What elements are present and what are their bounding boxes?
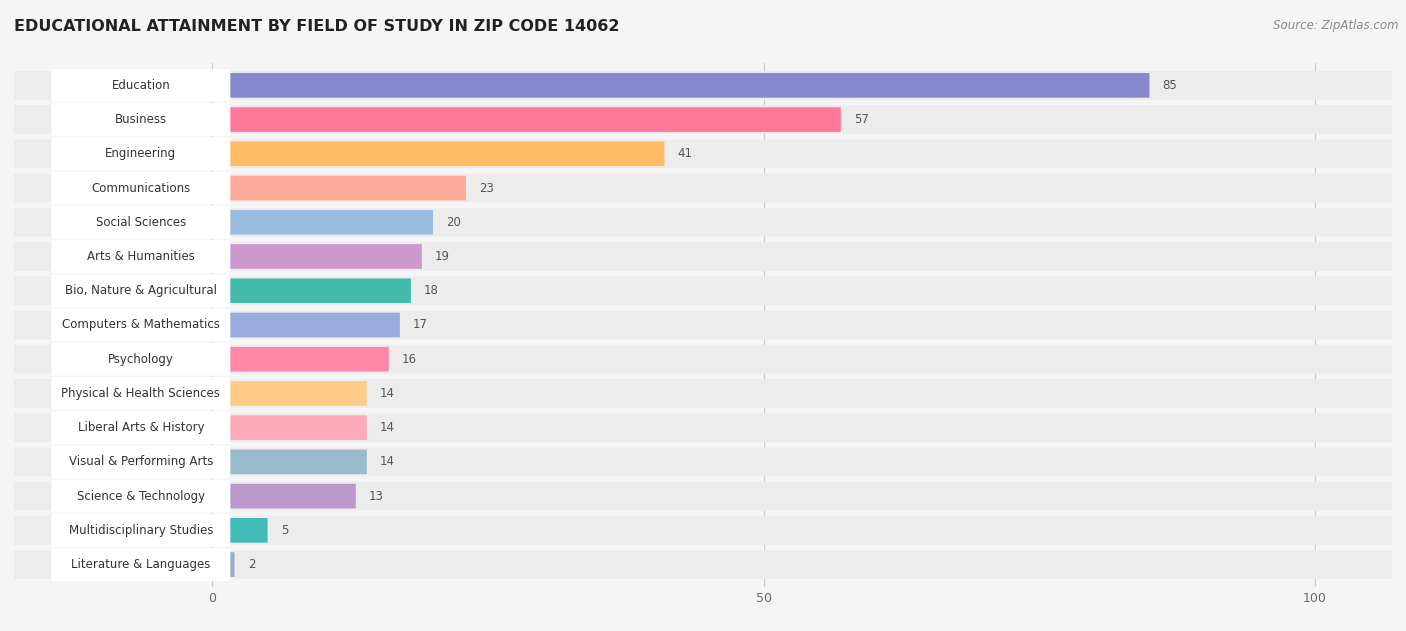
FancyBboxPatch shape: [14, 481, 1392, 510]
FancyBboxPatch shape: [14, 516, 1392, 545]
Text: 18: 18: [425, 284, 439, 297]
Text: 20: 20: [446, 216, 461, 229]
Text: Visual & Performing Arts: Visual & Performing Arts: [69, 456, 214, 468]
FancyBboxPatch shape: [212, 175, 465, 201]
Text: 14: 14: [380, 387, 395, 400]
FancyBboxPatch shape: [51, 548, 231, 581]
FancyBboxPatch shape: [212, 141, 665, 166]
Text: 16: 16: [402, 353, 418, 366]
Text: EDUCATIONAL ATTAINMENT BY FIELD OF STUDY IN ZIP CODE 14062: EDUCATIONAL ATTAINMENT BY FIELD OF STUDY…: [14, 19, 620, 34]
Text: Business: Business: [115, 113, 167, 126]
FancyBboxPatch shape: [212, 449, 367, 475]
FancyBboxPatch shape: [51, 206, 231, 239]
Text: 13: 13: [368, 490, 384, 503]
FancyBboxPatch shape: [51, 309, 231, 341]
FancyBboxPatch shape: [14, 139, 1392, 168]
Text: Source: ZipAtlas.com: Source: ZipAtlas.com: [1274, 19, 1399, 32]
Text: Bio, Nature & Agricultural: Bio, Nature & Agricultural: [65, 284, 217, 297]
FancyBboxPatch shape: [51, 172, 231, 204]
Text: Social Sciences: Social Sciences: [96, 216, 186, 229]
FancyBboxPatch shape: [51, 343, 231, 375]
Text: 14: 14: [380, 421, 395, 434]
FancyBboxPatch shape: [51, 103, 231, 136]
FancyBboxPatch shape: [212, 484, 356, 509]
Text: Communications: Communications: [91, 182, 190, 194]
FancyBboxPatch shape: [212, 552, 235, 577]
Text: Physical & Health Sciences: Physical & Health Sciences: [62, 387, 221, 400]
FancyBboxPatch shape: [212, 312, 399, 338]
FancyBboxPatch shape: [51, 445, 231, 478]
FancyBboxPatch shape: [212, 415, 367, 440]
FancyBboxPatch shape: [14, 413, 1392, 442]
FancyBboxPatch shape: [14, 208, 1392, 237]
FancyBboxPatch shape: [14, 310, 1392, 339]
FancyBboxPatch shape: [51, 138, 231, 170]
Text: Liberal Arts & History: Liberal Arts & History: [77, 421, 204, 434]
FancyBboxPatch shape: [14, 345, 1392, 374]
FancyBboxPatch shape: [14, 105, 1392, 134]
FancyBboxPatch shape: [14, 447, 1392, 476]
Text: 57: 57: [853, 113, 869, 126]
FancyBboxPatch shape: [212, 210, 433, 235]
FancyBboxPatch shape: [14, 550, 1392, 579]
Text: 23: 23: [479, 182, 494, 194]
Text: 5: 5: [281, 524, 288, 537]
FancyBboxPatch shape: [212, 73, 1150, 98]
FancyBboxPatch shape: [212, 107, 841, 132]
Text: 19: 19: [434, 250, 450, 263]
FancyBboxPatch shape: [212, 278, 411, 303]
Text: 2: 2: [247, 558, 256, 571]
FancyBboxPatch shape: [51, 411, 231, 444]
FancyBboxPatch shape: [51, 274, 231, 307]
Text: Psychology: Psychology: [108, 353, 174, 366]
Text: Multidisciplinary Studies: Multidisciplinary Studies: [69, 524, 214, 537]
FancyBboxPatch shape: [51, 69, 231, 102]
Text: 85: 85: [1163, 79, 1177, 92]
Text: 14: 14: [380, 456, 395, 468]
FancyBboxPatch shape: [14, 174, 1392, 203]
Text: Education: Education: [111, 79, 170, 92]
Text: Arts & Humanities: Arts & Humanities: [87, 250, 195, 263]
FancyBboxPatch shape: [212, 381, 367, 406]
Text: Engineering: Engineering: [105, 147, 176, 160]
FancyBboxPatch shape: [51, 377, 231, 410]
FancyBboxPatch shape: [212, 244, 422, 269]
FancyBboxPatch shape: [51, 480, 231, 512]
FancyBboxPatch shape: [51, 240, 231, 273]
FancyBboxPatch shape: [14, 276, 1392, 305]
FancyBboxPatch shape: [212, 347, 389, 372]
FancyBboxPatch shape: [14, 71, 1392, 100]
Text: Science & Technology: Science & Technology: [77, 490, 205, 503]
Text: 17: 17: [413, 319, 427, 331]
FancyBboxPatch shape: [14, 242, 1392, 271]
Text: Literature & Languages: Literature & Languages: [72, 558, 211, 571]
FancyBboxPatch shape: [51, 514, 231, 547]
FancyBboxPatch shape: [212, 518, 267, 543]
Text: Computers & Mathematics: Computers & Mathematics: [62, 319, 219, 331]
Text: 41: 41: [678, 147, 693, 160]
FancyBboxPatch shape: [14, 379, 1392, 408]
